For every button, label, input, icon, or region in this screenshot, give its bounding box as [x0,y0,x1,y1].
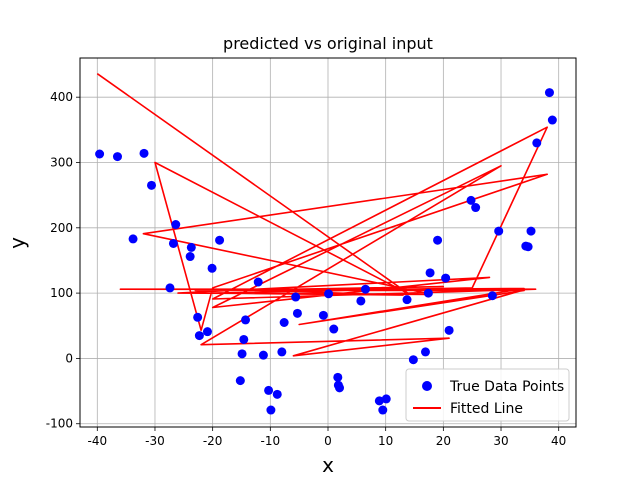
data-point [147,180,157,190]
y-tick-label: 400 [50,90,73,104]
y-tick-label: 300 [50,155,73,169]
data-point [202,327,212,337]
data-point [526,226,536,236]
legend-box [405,368,570,422]
data-point [292,308,302,318]
data-point [318,310,328,320]
data-point [333,372,343,382]
data-point [471,203,481,213]
data-point [433,235,443,245]
data-point [544,88,554,98]
legend: True Data Points Fitted Line [405,368,570,422]
x-tick-label: 0 [324,434,332,448]
scatter-layer [95,88,557,415]
fitted-line-layer [96,73,549,357]
data-point [239,334,249,344]
fitted-line-path [96,73,549,357]
data-point [279,318,289,328]
data-point [356,296,366,306]
data-point [324,289,334,299]
data-point [381,394,391,404]
data-point [258,350,268,360]
data-point [194,331,204,341]
data-point [235,376,245,386]
data-point [425,268,435,278]
data-point [112,152,122,162]
data-point [185,252,195,262]
y-tick-label: 200 [50,221,73,235]
legend-label-fitted-line: Fitted Line [450,401,523,417]
data-point [266,405,276,415]
data-point [171,220,181,230]
data-point [128,234,138,244]
data-point [95,149,105,159]
chart-title: predicted vs original input [223,34,433,53]
data-point [215,235,225,245]
data-point [237,349,247,359]
data-point [253,277,263,287]
data-point [335,383,345,393]
data-point [207,263,217,273]
data-point [487,291,497,301]
data-point [168,238,178,248]
data-point [466,195,476,205]
x-tick-label: -10 [261,434,281,448]
y-axis-label: y [5,237,29,249]
data-point [277,347,287,357]
data-point [408,355,418,365]
x-tick-label: 40 [551,434,566,448]
legend-label-true-data: True Data Points [449,379,564,395]
x-tick-label: -20 [203,434,223,448]
data-point [494,226,504,236]
x-tick-label: 30 [493,434,508,448]
data-point [374,396,384,406]
x-tick-label: 20 [436,434,451,448]
data-point [165,283,175,293]
data-point [441,273,451,283]
data-point [360,284,370,294]
data-point [444,325,454,335]
y-tick-label: -100 [46,417,73,431]
data-point [291,292,301,302]
data-point [272,389,282,399]
data-point [523,242,533,252]
data-point [193,312,203,322]
data-point [532,138,542,148]
data-point [420,347,430,357]
data-point [241,315,251,325]
y-tick-label: 100 [50,286,73,300]
x-axis-label: x [322,453,334,477]
data-point [547,115,557,125]
x-tick-label: -40 [87,434,107,448]
data-point [264,385,274,395]
data-point [186,242,196,252]
legend-scatter-marker [422,381,432,391]
data-point [423,288,433,298]
data-point [139,148,149,158]
x-tick-label: -30 [145,434,165,448]
x-tick-label: 10 [378,434,393,448]
y-tick-label: 0 [65,351,73,365]
data-point [329,324,339,334]
data-point [402,295,412,305]
data-point [378,405,388,415]
